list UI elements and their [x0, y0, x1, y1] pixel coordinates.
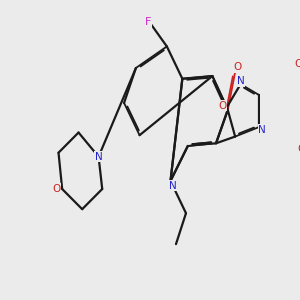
Text: N: N — [237, 76, 244, 86]
Text: O: O — [218, 101, 226, 111]
Text: N: N — [95, 152, 103, 162]
Text: O: O — [52, 184, 61, 194]
Text: F: F — [145, 17, 152, 27]
Text: O: O — [297, 144, 300, 154]
Text: N: N — [169, 181, 176, 190]
Text: N: N — [258, 125, 266, 135]
Text: O: O — [294, 58, 300, 68]
Text: O: O — [234, 62, 242, 72]
